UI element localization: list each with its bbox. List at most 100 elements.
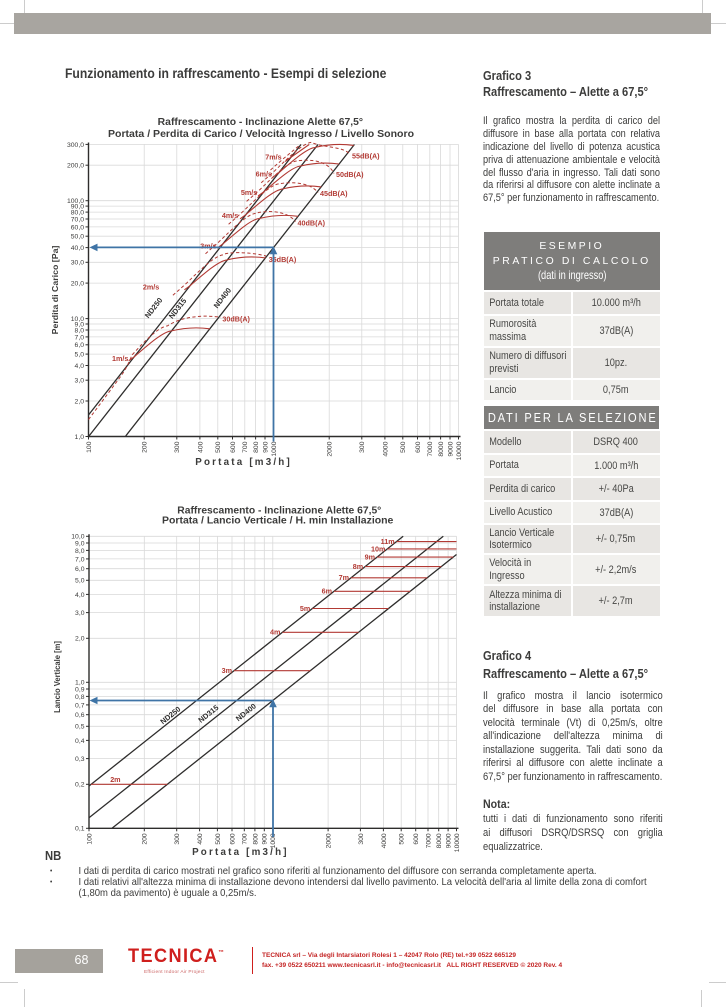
svg-text:3m/s: 3m/s (200, 241, 216, 250)
svg-text:9000: 9000 (447, 441, 454, 456)
svg-text:500: 500 (399, 833, 406, 845)
svg-text:55dB(A): 55dB(A) (352, 151, 380, 160)
svg-text:50,0: 50,0 (71, 234, 84, 241)
svg-text:70,0: 70,0 (71, 216, 84, 223)
svg-text:7m: 7m (339, 573, 349, 582)
svg-text:Raffrescamento - Inclinazione: Raffrescamento - Inclinazione Alette 67,… (177, 505, 381, 516)
svg-text:40dB(A): 40dB(A) (298, 219, 326, 228)
svg-text:600: 600 (229, 833, 236, 845)
svg-text:20,0: 20,0 (71, 281, 84, 288)
svg-text:200: 200 (142, 441, 149, 453)
svg-text:3,0: 3,0 (75, 378, 85, 385)
svg-text:900: 900 (262, 441, 269, 453)
svg-text:3m: 3m (222, 666, 232, 675)
svg-text:7,0: 7,0 (75, 334, 85, 341)
svg-text:6,0: 6,0 (75, 342, 85, 349)
svg-text:1,0: 1,0 (75, 680, 85, 687)
svg-text:50dB(A): 50dB(A) (336, 170, 364, 179)
svg-text:6,0: 6,0 (75, 566, 85, 573)
svg-text:10m: 10m (371, 544, 385, 553)
svg-text:90,0: 90,0 (71, 204, 84, 211)
svg-text:0,6: 0,6 (75, 712, 85, 719)
svg-text:200: 200 (142, 833, 149, 845)
svg-text:8000: 8000 (436, 833, 443, 848)
svg-text:8m: 8m (353, 562, 363, 571)
svg-text:10000: 10000 (454, 833, 461, 852)
svg-text:8000: 8000 (438, 441, 445, 456)
svg-text:200,0: 200,0 (67, 163, 84, 170)
svg-text:0,2: 0,2 (75, 782, 85, 789)
svg-text:8,0: 8,0 (75, 548, 85, 555)
svg-text:2m: 2m (110, 775, 120, 784)
svg-text:2,0: 2,0 (75, 398, 85, 405)
svg-text:9,0: 9,0 (75, 321, 85, 328)
svg-text:80,0: 80,0 (71, 210, 84, 217)
svg-text:0,4: 0,4 (75, 738, 85, 745)
svg-text:300: 300 (358, 833, 365, 845)
svg-text:1000: 1000 (270, 833, 277, 848)
svg-text:2000: 2000 (327, 441, 334, 456)
svg-text:800: 800 (253, 441, 260, 453)
svg-text:30dB(A): 30dB(A) (222, 314, 250, 323)
svg-text:0,9: 0,9 (75, 686, 85, 693)
svg-text:0,1: 0,1 (75, 826, 85, 833)
svg-text:500: 500 (215, 833, 222, 845)
svg-text:400: 400 (197, 441, 204, 453)
svg-text:300,0: 300,0 (67, 142, 84, 149)
svg-text:0,7: 0,7 (75, 702, 85, 709)
svg-text:7000: 7000 (425, 833, 432, 848)
svg-text:600: 600 (230, 441, 237, 453)
svg-text:100,0: 100,0 (67, 198, 84, 205)
svg-text:Portata [m3/h]: Portata [m3/h] (192, 847, 289, 858)
svg-text:ND315: ND315 (197, 703, 221, 725)
svg-text:6m/s: 6m/s (256, 170, 272, 179)
svg-text:2m/s: 2m/s (143, 282, 159, 291)
svg-text:4m: 4m (270, 628, 280, 637)
svg-text:5m: 5m (300, 604, 310, 613)
svg-text:500: 500 (400, 441, 407, 453)
svg-text:600: 600 (415, 441, 422, 453)
svg-text:ND250: ND250 (143, 296, 164, 320)
svg-text:0,8: 0,8 (75, 694, 85, 701)
svg-text:4m/s: 4m/s (222, 211, 238, 220)
svg-text:500: 500 (215, 441, 222, 453)
svg-text:4000: 4000 (382, 441, 389, 456)
svg-text:0,3: 0,3 (75, 756, 85, 763)
svg-text:9000: 9000 (446, 833, 453, 848)
svg-text:100: 100 (86, 833, 93, 845)
svg-text:5,0: 5,0 (75, 352, 85, 359)
svg-text:35dB(A): 35dB(A) (269, 255, 297, 264)
svg-text:600: 600 (413, 833, 420, 845)
svg-text:8,0: 8,0 (75, 327, 85, 334)
svg-text:7m/s: 7m/s (265, 153, 281, 162)
svg-text:4,0: 4,0 (75, 592, 85, 599)
svg-text:1,0: 1,0 (75, 434, 85, 441)
svg-text:ND315: ND315 (167, 296, 188, 320)
svg-text:300: 300 (359, 441, 366, 453)
svg-text:10,0: 10,0 (71, 316, 84, 323)
svg-text:45dB(A): 45dB(A) (320, 189, 348, 198)
svg-text:0,5: 0,5 (75, 724, 85, 731)
svg-text:300: 300 (174, 833, 181, 845)
svg-text:700: 700 (242, 833, 249, 845)
svg-text:Portata / Perdita di Carico /: Portata / Perdita di Carico / Velocità I… (108, 129, 414, 140)
svg-text:10000: 10000 (456, 441, 463, 460)
svg-text:5m/s: 5m/s (241, 188, 257, 197)
svg-text:9,0: 9,0 (75, 540, 85, 547)
svg-text:7000: 7000 (427, 441, 434, 456)
svg-text:300: 300 (174, 441, 181, 453)
svg-text:6m: 6m (322, 587, 332, 596)
svg-text:Perdita di Carico [Pa]: Perdita di Carico [Pa] (50, 245, 60, 334)
svg-text:4000: 4000 (381, 833, 388, 848)
svg-text:30,0: 30,0 (71, 260, 84, 267)
svg-text:60,0: 60,0 (71, 224, 84, 231)
svg-text:7,0: 7,0 (75, 556, 85, 563)
svg-text:3,0: 3,0 (75, 610, 85, 617)
svg-text:1000: 1000 (271, 441, 278, 456)
svg-text:2000: 2000 (326, 833, 333, 848)
svg-text:400: 400 (197, 833, 204, 845)
svg-text:11m: 11m (381, 537, 395, 546)
svg-text:4,0: 4,0 (75, 363, 85, 370)
svg-text:Portata [m3/h]: Portata [m3/h] (195, 457, 292, 468)
svg-text:ND400: ND400 (212, 286, 233, 310)
